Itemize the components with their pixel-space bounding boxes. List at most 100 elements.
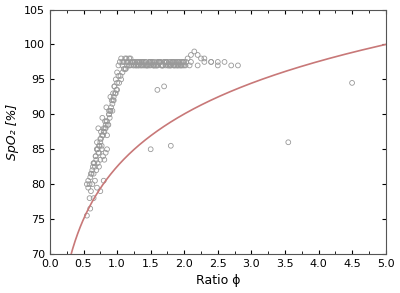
Point (183, 59, 190, 64)
Point (131, 63, 137, 68)
Point (130, 63, 136, 68)
Point (146, 59, 152, 64)
Point (111, 84, 118, 89)
Point (95, 150, 102, 155)
Point (102, 119, 108, 124)
Point (95, 126, 102, 131)
Point (122, 67, 128, 71)
Point (166, 63, 173, 68)
Point (134, 59, 140, 64)
Point (102, 126, 109, 131)
Point (104, 147, 110, 151)
Point (92, 164, 98, 169)
Point (88, 171, 94, 176)
Point (168, 63, 174, 68)
Point (86, 182, 93, 187)
Point (160, 63, 166, 68)
Point (176, 59, 182, 64)
Point (96, 150, 102, 155)
Point (102, 126, 108, 131)
Point (129, 59, 136, 64)
Point (105, 122, 112, 127)
Point (349, 81, 355, 85)
Point (122, 56, 128, 61)
Point (109, 101, 116, 106)
Point (201, 56, 208, 61)
Point (90, 161, 97, 166)
Point (156, 59, 162, 64)
Point (104, 119, 110, 124)
Point (100, 133, 106, 138)
Point (156, 59, 162, 64)
Point (162, 63, 169, 68)
Point (164, 63, 171, 68)
Point (215, 63, 221, 68)
Point (103, 105, 110, 110)
Point (117, 74, 124, 78)
Point (97, 189, 104, 193)
Point (115, 63, 122, 68)
Point (160, 63, 166, 68)
Point (126, 63, 132, 68)
Point (142, 63, 148, 68)
Point (88, 171, 95, 176)
Point (162, 59, 169, 64)
Point (110, 98, 117, 103)
Point (112, 91, 119, 96)
Point (285, 140, 292, 145)
Point (152, 59, 158, 64)
Point (102, 122, 109, 127)
Point (92, 178, 98, 183)
Point (180, 63, 186, 68)
Point (94, 147, 100, 151)
Point (112, 77, 119, 82)
Point (94, 185, 100, 190)
Point (182, 63, 189, 68)
Point (94, 140, 100, 145)
Point (158, 59, 164, 64)
Point (144, 63, 150, 68)
Point (174, 63, 181, 68)
Point (188, 59, 194, 64)
Point (106, 112, 112, 117)
Point (133, 63, 139, 68)
Point (142, 59, 148, 64)
Point (154, 59, 160, 64)
Point (98, 137, 104, 141)
Point (107, 108, 114, 113)
X-axis label: Ratio ϕ: Ratio ϕ (196, 275, 240, 287)
Point (90, 171, 97, 176)
Point (140, 63, 146, 68)
Point (180, 59, 186, 64)
Point (143, 59, 149, 64)
Point (174, 63, 181, 68)
Point (181, 63, 188, 68)
Point (84, 213, 90, 218)
Point (121, 67, 127, 71)
Point (168, 143, 174, 148)
Point (112, 91, 118, 96)
Point (100, 130, 107, 134)
Point (114, 88, 120, 92)
Point (180, 59, 186, 64)
Point (150, 59, 156, 64)
Point (96, 143, 102, 148)
Point (186, 63, 193, 68)
Point (208, 59, 214, 64)
Point (184, 56, 191, 61)
Point (146, 63, 152, 68)
Point (103, 119, 110, 124)
Point (110, 95, 117, 99)
Point (91, 161, 98, 166)
Point (215, 59, 221, 64)
Point (164, 59, 170, 64)
Point (118, 77, 124, 82)
Point (158, 63, 165, 68)
Point (121, 59, 127, 64)
Point (136, 59, 142, 64)
Point (98, 130, 104, 134)
Point (127, 59, 134, 64)
Point (101, 130, 108, 134)
Point (172, 59, 178, 64)
Point (126, 63, 132, 68)
